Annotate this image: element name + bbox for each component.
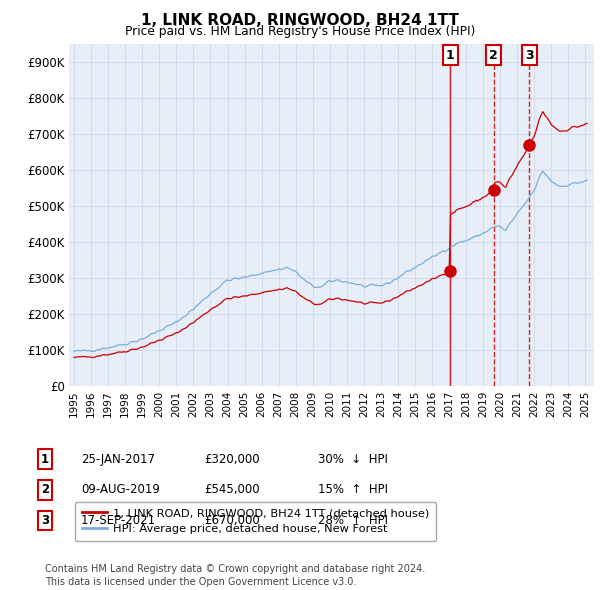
Text: 3: 3 bbox=[525, 48, 534, 61]
Text: 25-JAN-2017: 25-JAN-2017 bbox=[81, 453, 155, 466]
Text: 28%  ↑  HPI: 28% ↑ HPI bbox=[318, 514, 388, 527]
Text: £320,000: £320,000 bbox=[204, 453, 260, 466]
Text: 15%  ↑  HPI: 15% ↑ HPI bbox=[318, 483, 388, 496]
Text: 09-AUG-2019: 09-AUG-2019 bbox=[81, 483, 160, 496]
Text: 1, LINK ROAD, RINGWOOD, BH24 1TT: 1, LINK ROAD, RINGWOOD, BH24 1TT bbox=[141, 13, 459, 28]
Text: 3: 3 bbox=[41, 514, 49, 527]
Text: 17-SEP-2021: 17-SEP-2021 bbox=[81, 514, 156, 527]
Text: 1: 1 bbox=[41, 453, 49, 466]
Text: 30%  ↓  HPI: 30% ↓ HPI bbox=[318, 453, 388, 466]
Text: Contains HM Land Registry data © Crown copyright and database right 2024.
This d: Contains HM Land Registry data © Crown c… bbox=[45, 564, 425, 587]
Text: 2: 2 bbox=[41, 483, 49, 496]
Text: 2: 2 bbox=[490, 48, 498, 61]
Text: Price paid vs. HM Land Registry's House Price Index (HPI): Price paid vs. HM Land Registry's House … bbox=[125, 25, 475, 38]
Legend: 1, LINK ROAD, RINGWOOD, BH24 1TT (detached house), HPI: Average price, detached : 1, LINK ROAD, RINGWOOD, BH24 1TT (detach… bbox=[74, 502, 436, 541]
Text: £670,000: £670,000 bbox=[204, 514, 260, 527]
Text: 1: 1 bbox=[446, 48, 455, 61]
Text: £545,000: £545,000 bbox=[204, 483, 260, 496]
